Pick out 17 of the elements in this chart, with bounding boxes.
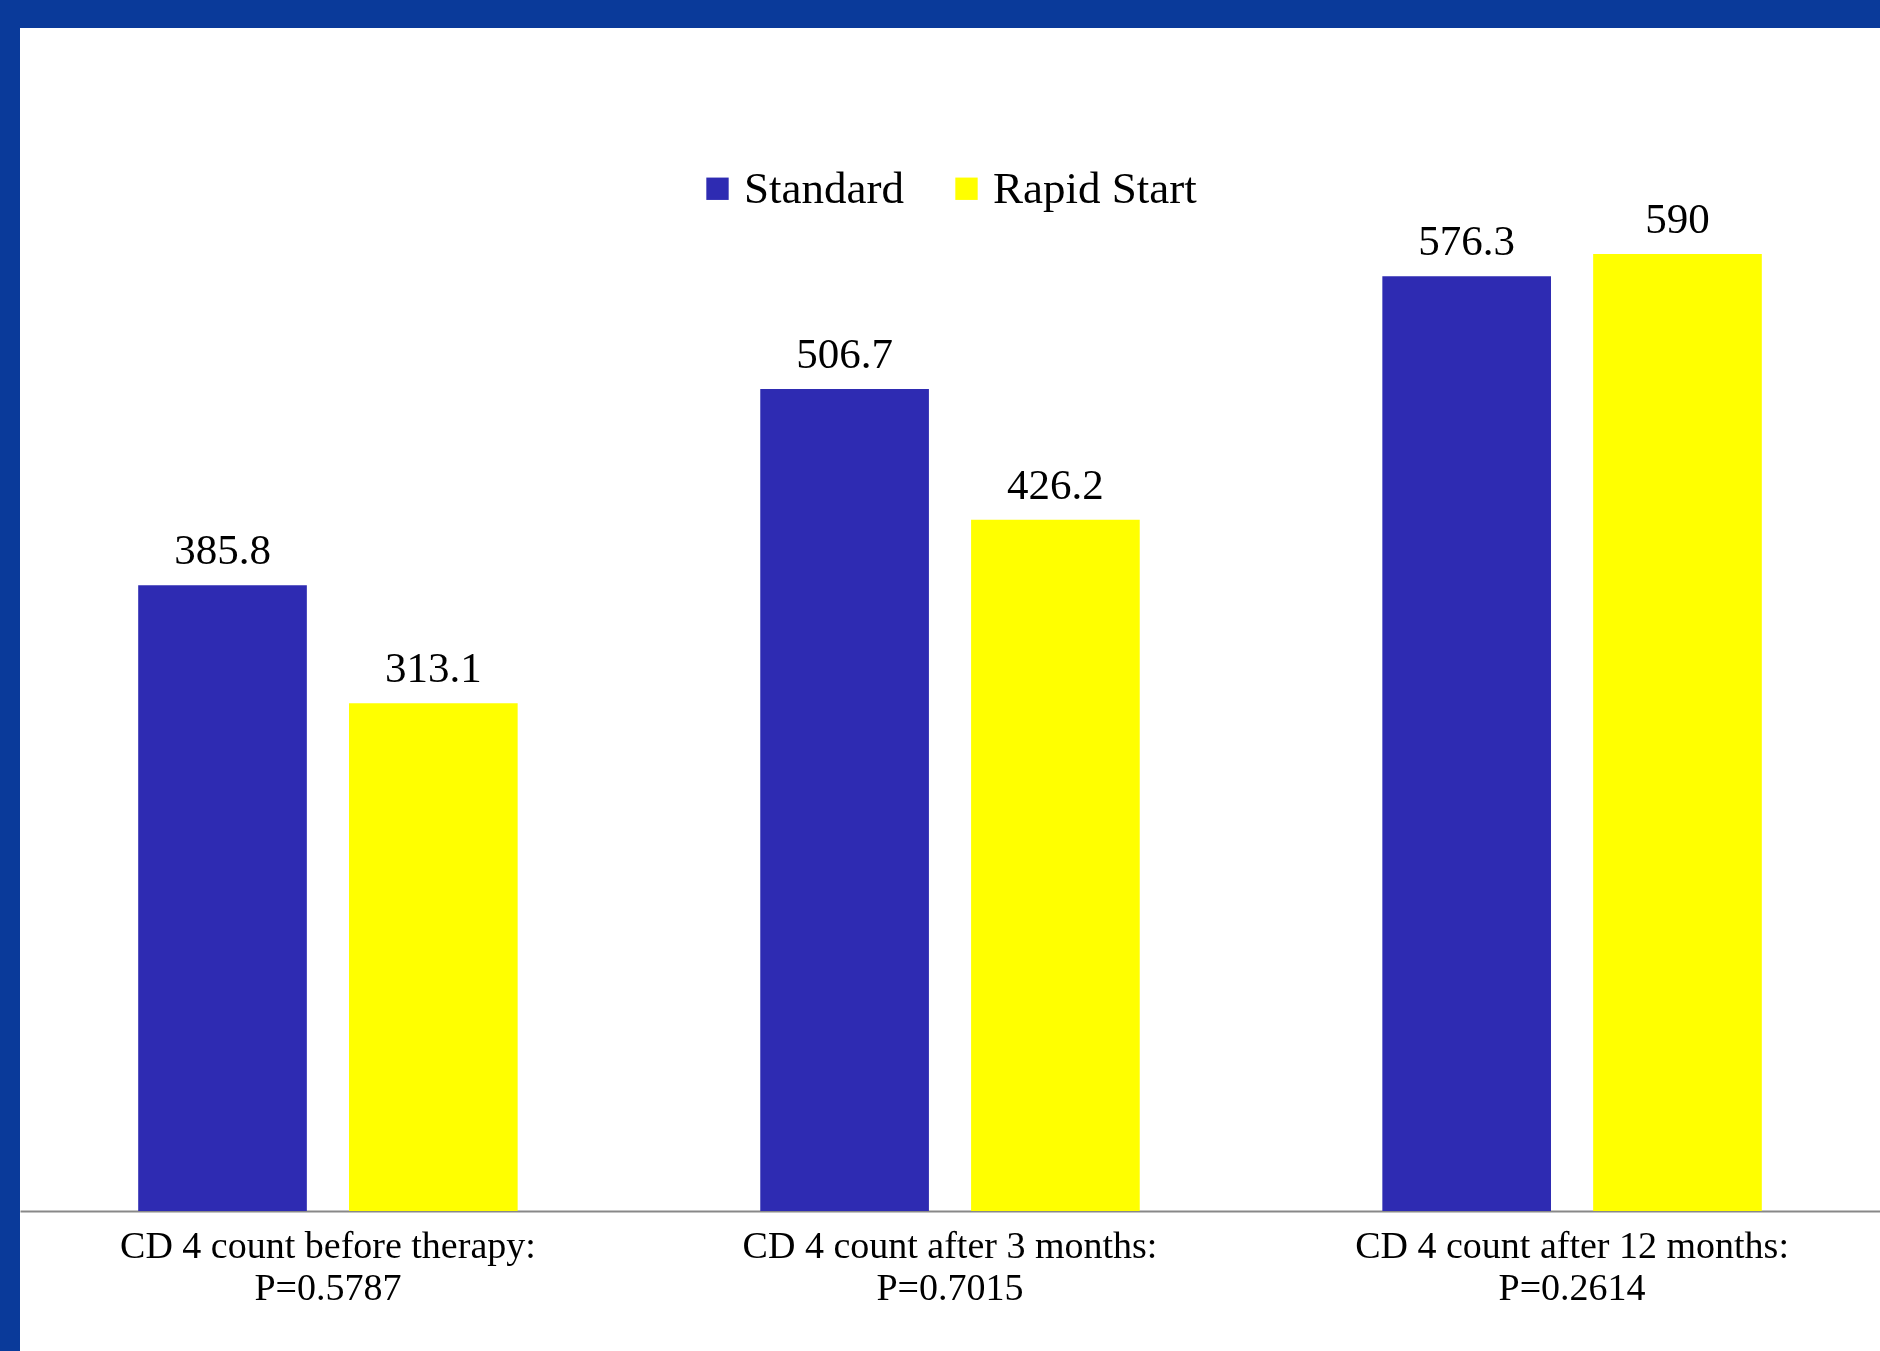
data-label: 385.8: [174, 526, 271, 574]
bar: [971, 519, 1140, 1211]
bar: [1382, 276, 1551, 1211]
data-label: 506.7: [796, 330, 893, 378]
data-label: 576.3: [1418, 217, 1516, 265]
x-tick-label: CD 4 count after 12 months: P=0.2614: [1355, 1223, 1789, 1308]
bar: [138, 585, 307, 1211]
x-tick-label: CD 4 count after 3 months: P=0.7015: [742, 1223, 1158, 1308]
data-label: 590: [1645, 195, 1710, 242]
legend-label: Rapid Start: [993, 162, 1198, 213]
data-label: 426.2: [1007, 460, 1104, 508]
legend-label: Standard: [744, 162, 904, 213]
data-label: 313.1: [384, 644, 482, 692]
bar: [349, 703, 518, 1211]
bar: [760, 389, 929, 1211]
x-tick-label: CD 4 count before therapy: P=0.5787: [120, 1223, 536, 1308]
bar: [1593, 254, 1762, 1211]
